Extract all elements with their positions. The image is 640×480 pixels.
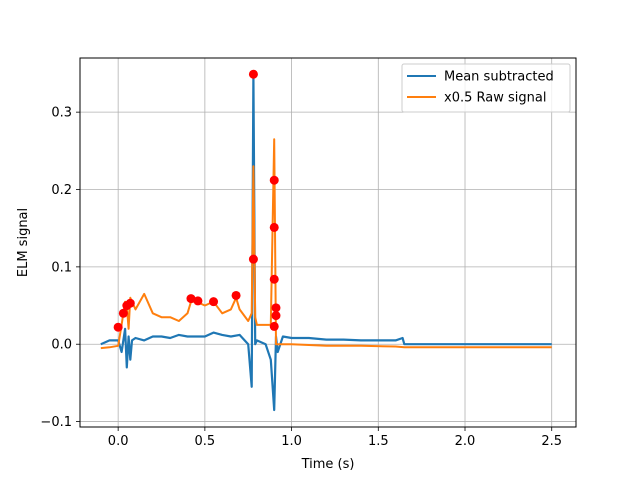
peak-marker [271, 311, 281, 321]
peak-markers [113, 69, 281, 332]
peak-marker [209, 297, 219, 307]
y-axis-title: ELM signal [16, 208, 31, 277]
y-tick-label: 0.0 [51, 338, 72, 353]
peak-marker [193, 296, 203, 306]
x-tick-label: 1.5 [368, 434, 389, 449]
legend-label-raw-signal: x0.5 Raw signal [444, 91, 546, 106]
x-tick-label: 1.0 [281, 434, 302, 449]
peak-marker [113, 322, 123, 332]
peak-marker [269, 222, 279, 232]
y-tick-label: 0.1 [51, 260, 72, 275]
peak-marker [125, 298, 135, 308]
peak-marker [186, 294, 196, 304]
axis-ticks: 0.0 0.5 1.0 1.5 2.0 2.5 −0.1 0.0 0.1 0.2 0.3 [40, 106, 562, 449]
x-tick-label: 2.0 [455, 434, 476, 449]
y-tick-label: 0.2 [51, 183, 72, 198]
peak-marker [231, 290, 241, 300]
peak-marker [248, 69, 258, 79]
x-axis-title: Time (s) [301, 457, 355, 472]
peak-marker [271, 303, 281, 313]
peak-marker [118, 308, 128, 318]
legend-box [401, 63, 571, 113]
x-tick-label: 2.5 [541, 434, 562, 449]
peak-marker [248, 254, 258, 264]
peak-marker [269, 274, 279, 284]
x-tick-label: 0.0 [108, 434, 129, 449]
plot-frame [79, 57, 577, 428]
x-tick-label: 0.5 [195, 434, 216, 449]
legend-label-mean-subtracted: Mean subtracted [444, 70, 554, 85]
y-tick-label: −0.1 [40, 415, 72, 430]
y-tick-label: 0.3 [51, 106, 72, 121]
peak-marker [269, 175, 279, 185]
legend: Mean subtracted x0.5 Raw signal [401, 63, 571, 113]
peak-marker [269, 321, 279, 331]
